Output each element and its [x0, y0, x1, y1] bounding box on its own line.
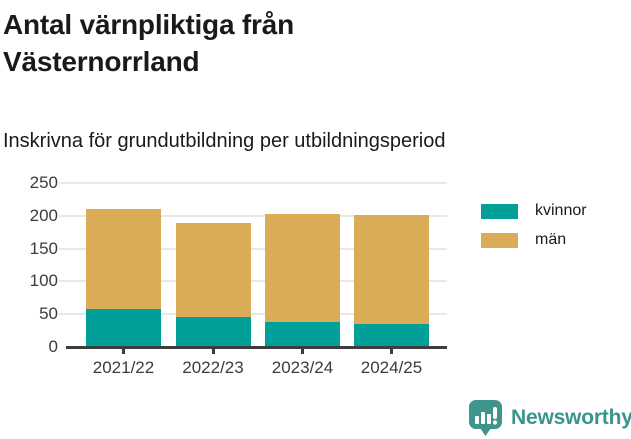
legend-swatch: [481, 203, 518, 219]
bar-group: [86, 209, 161, 347]
y-axis-tick-label: 200: [29, 205, 58, 225]
bar-group: [354, 215, 429, 347]
gridline: [59, 280, 447, 283]
bar-group: [175, 223, 251, 347]
bar-segment-man: [265, 214, 340, 323]
x-axis-label: 2023/24: [271, 358, 334, 377]
bar-segment-kvinnor: [86, 308, 161, 347]
x-axis-label: 2024/25: [360, 358, 423, 377]
x-axis-tick: [301, 348, 304, 354]
gridline: [59, 214, 447, 217]
x-axis-line: [66, 345, 447, 349]
bar-group: [265, 214, 340, 347]
gridline: [59, 247, 447, 250]
bar-segment-kvinnor: [265, 322, 340, 347]
y-axis-tick-label: 150: [29, 238, 58, 258]
bar-segment-kvinnor: [354, 324, 429, 347]
y-axis-tick-label: 100: [29, 271, 58, 291]
chart-title: Antal värnpliktiga från Västernorrland: [3, 9, 295, 77]
bar-segment-man: [354, 215, 429, 325]
brand-footer: Newsworthy: [468, 399, 631, 437]
brand-name: Newsworthy: [511, 406, 631, 429]
x-axis-label: 2022/23: [182, 358, 244, 377]
gridline: [59, 313, 447, 316]
legend-item: kvinnor: [481, 202, 587, 220]
legend-swatch: [481, 232, 518, 248]
legend-item: män: [481, 231, 587, 249]
bar-segment-man: [175, 223, 251, 318]
x-axis-label: 2021/22: [92, 358, 155, 377]
x-axis-tick: [211, 348, 215, 354]
x-axis-tick: [390, 348, 393, 354]
chart-subtitle: Inskrivna för grundutbildning per utbild…: [3, 130, 446, 152]
y-axis-tick-label: 50: [39, 304, 58, 324]
y-axis-tick-label: 0: [48, 337, 58, 356]
bar-segment-man: [86, 209, 161, 309]
legend-label: män: [535, 231, 567, 248]
bar-segment-kvinnor: [175, 317, 251, 347]
legend: kvinnor män: [481, 202, 587, 260]
newsworthy-logo-icon: [469, 400, 502, 436]
x-axis-tick: [122, 348, 125, 354]
y-axis-tick-label: 250: [29, 173, 58, 192]
gridline: [59, 182, 447, 184]
legend-label: kvinnor: [535, 202, 587, 219]
